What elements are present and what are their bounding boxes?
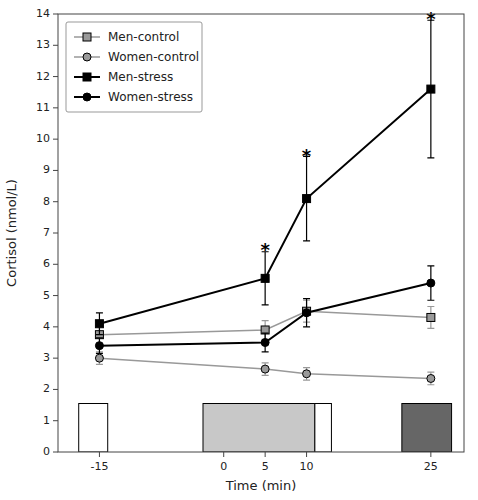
point [427,279,435,287]
point [303,370,311,378]
series-line [99,358,430,378]
y-tick [53,76,58,77]
annotation: * [302,145,312,166]
x-tick [306,452,307,457]
x-tick [99,452,100,457]
y-tick-label: 14 [36,7,50,20]
plot-frame [58,14,464,452]
y-tick-label: 7 [43,226,50,239]
y-tick-label: 8 [43,195,50,208]
error-bar [427,20,434,158]
y-tick [53,389,58,390]
point [427,374,435,382]
x-tick [223,452,224,457]
legend-marker [83,33,91,41]
y-tick [53,452,58,453]
point [95,354,103,362]
error-bar [96,313,103,335]
point [261,339,269,347]
y-tick [53,295,58,296]
y-tick [53,45,58,46]
phase-box [402,404,452,452]
legend-box [66,22,202,112]
y-tick-label: 11 [36,101,50,114]
x-tick-label: 25 [424,460,438,473]
error-bar [427,307,434,329]
error-bar [262,333,269,352]
y-tick-label: 0 [43,445,50,458]
series-line [99,89,430,324]
phase-box [203,404,315,452]
y-tick [53,201,58,202]
y-tick [53,233,58,234]
y-tick [53,358,58,359]
y-tick [53,139,58,140]
y-tick-label: 9 [43,163,50,176]
y-tick [53,264,58,265]
legend: Men-control Women-control Men-stress Women-… [66,22,202,112]
point [261,365,269,373]
legend-label: Men-stress [108,70,173,84]
legend-label: Women-control [108,50,199,64]
annotation: * [426,8,436,29]
y-tick-label: 12 [36,70,50,83]
y-tick-label: 5 [43,289,50,302]
point [427,313,435,321]
point [95,320,103,328]
y-tick [53,420,58,421]
series [95,352,434,385]
point [303,195,311,203]
point [427,85,435,93]
x-tick-label: 0 [220,460,227,473]
y-tick-label: 10 [36,132,50,145]
y-tick-label: 3 [43,351,50,364]
y-tick [53,107,58,108]
annotation: * [260,239,270,260]
point [261,274,269,282]
y-tick-label: 2 [43,382,50,395]
y-axis-label: Cortisol (nmol/L) [4,179,19,287]
y-tick-label: 1 [43,414,50,427]
legend-label: Men-control [108,30,179,44]
x-tick-label: -15 [90,460,108,473]
point [95,342,103,350]
error-bar [303,156,310,240]
x-tick [265,452,266,457]
error-bar [303,299,310,327]
y-tick [53,326,58,327]
y-tick [53,14,58,15]
x-axis-label: Time (min) [225,478,297,493]
legend-label: Women-stress [108,90,193,104]
background [0,0,478,500]
legend-marker [83,53,91,61]
series [95,266,434,354]
phase-box [79,404,108,452]
error-bar [303,368,310,381]
y-tick-label: 13 [36,38,50,51]
legend-marker [83,93,91,101]
y-tick-label: 6 [43,257,50,270]
y-tick [53,170,58,171]
error-bar [427,372,434,385]
x-tick [430,452,431,457]
legend-marker [83,73,91,81]
x-tick-label: 10 [300,460,314,473]
chart: 01234567891011121314-15051025Time (min)C… [0,0,478,500]
error-bar [427,266,434,300]
phase-box [315,404,332,452]
error-bar [96,338,103,354]
y-tick-label: 4 [43,320,50,333]
point [303,309,311,317]
x-tick-label: 5 [262,460,269,473]
error-bar [262,363,269,376]
